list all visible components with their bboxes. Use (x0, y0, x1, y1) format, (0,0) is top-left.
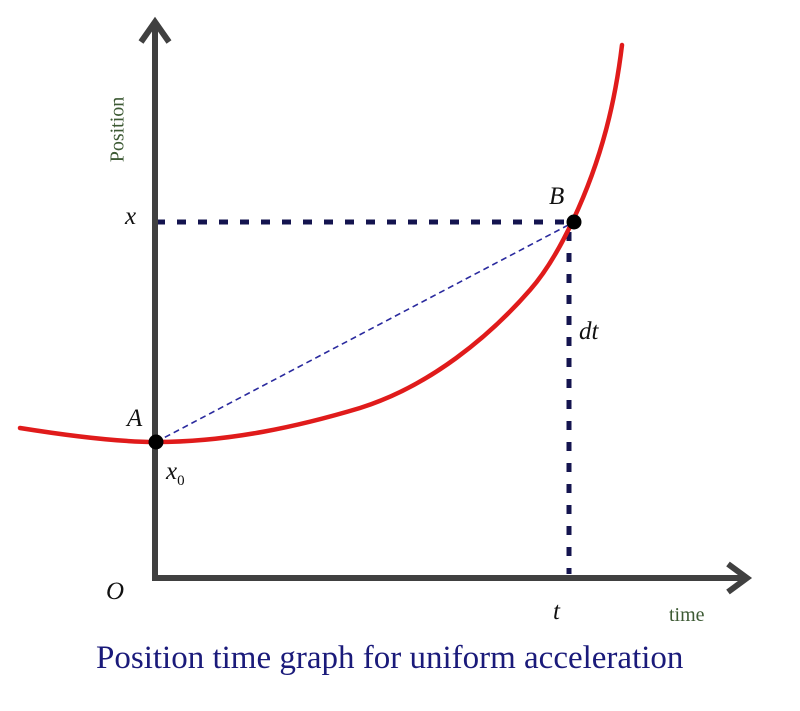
t-tick-label: t (553, 598, 560, 625)
x-tick-label: x (125, 203, 137, 230)
dt-label: dt (579, 318, 599, 345)
x0-subscript: 0 (177, 473, 185, 489)
x0-label: x0 (166, 458, 185, 490)
x-axis-arrow-icon (726, 561, 753, 595)
origin-label: O (106, 578, 125, 605)
chord-a-b (155, 221, 575, 443)
x0-base: x (166, 458, 178, 485)
x-axis-label: time (669, 604, 705, 626)
point-b-label: B (549, 183, 565, 210)
point-a-dot (148, 434, 164, 450)
y-axis-arrow-icon (138, 16, 172, 44)
point-b-dot (566, 214, 582, 230)
point-a-label: A (127, 405, 143, 432)
figure-caption: Position time graph for uniform accelera… (96, 640, 684, 676)
y-axis-label: Position (106, 96, 129, 163)
